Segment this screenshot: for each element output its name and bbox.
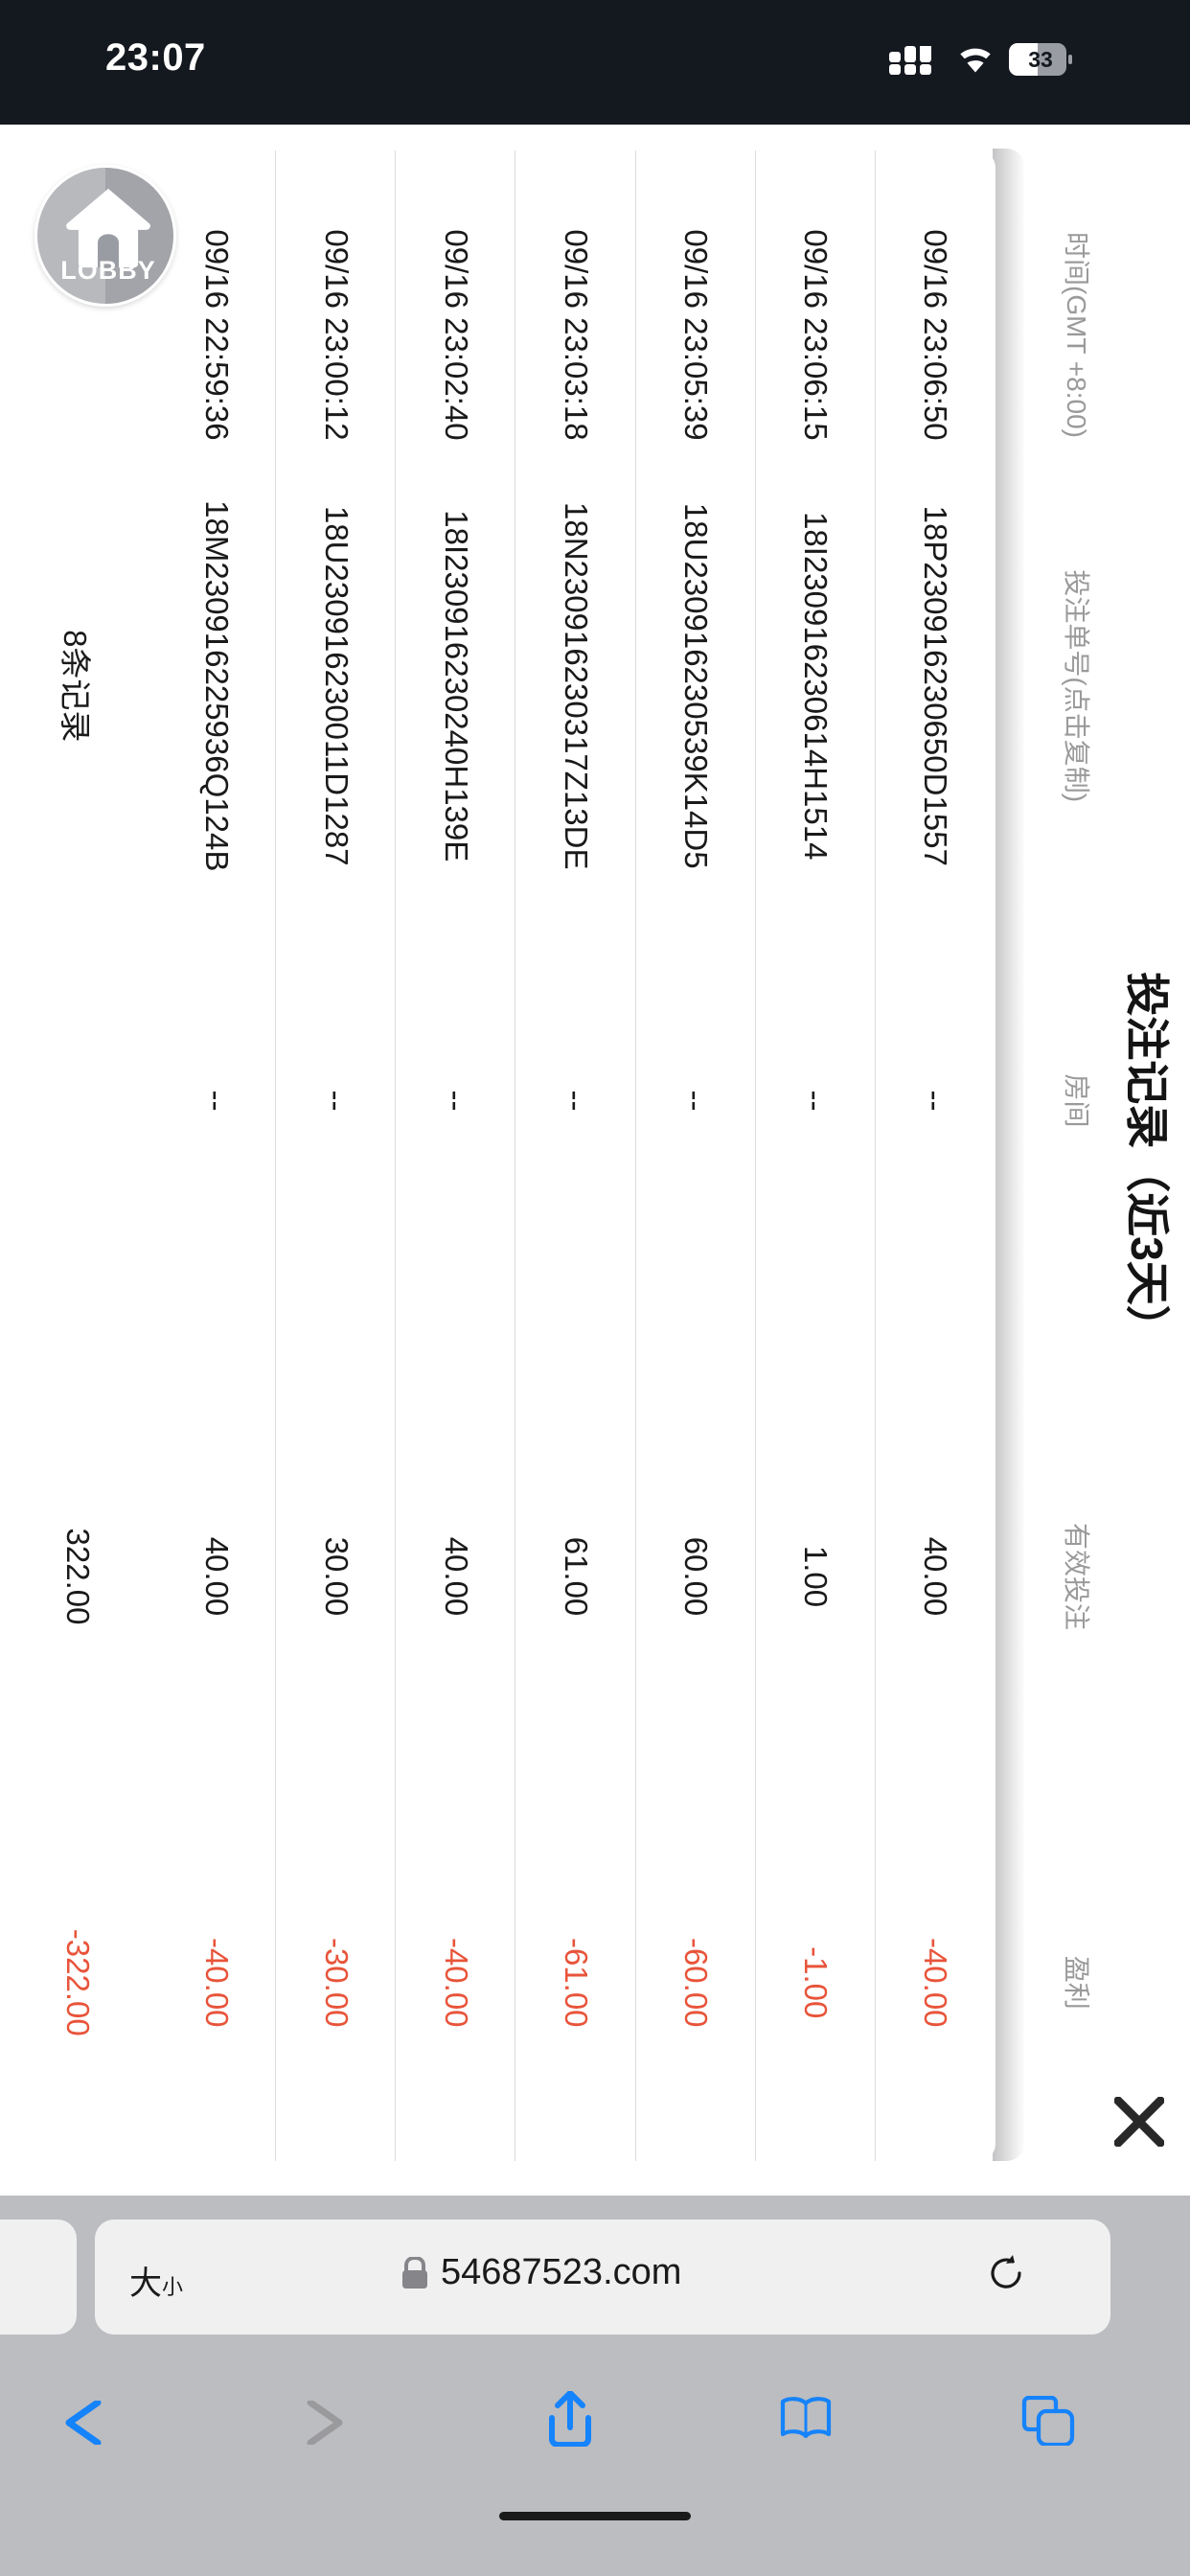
svg-text:33: 33 bbox=[1028, 47, 1053, 72]
